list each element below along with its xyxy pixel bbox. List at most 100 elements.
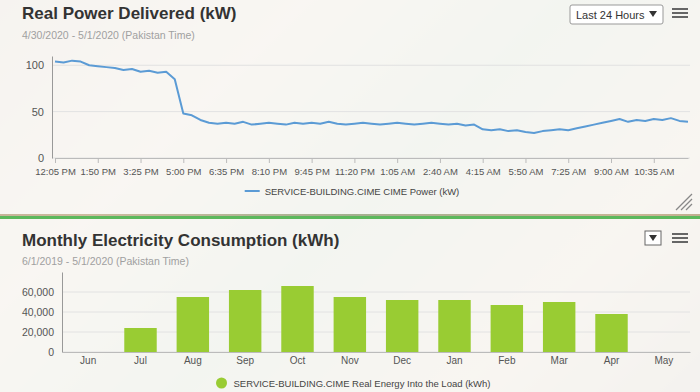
x-tick-label: 11:20 PM [335, 166, 375, 177]
x-axis-line [56, 158, 689, 159]
menu-bar [672, 233, 688, 235]
x-tick: 10:35 AM [634, 158, 674, 177]
range-select-label[interactable]: Last 24 Hours [576, 9, 645, 21]
x-tick-mark [483, 158, 484, 163]
x-tick: May [654, 352, 673, 366]
bar [543, 302, 575, 352]
chart-subtitle: 6/1/2019 - 5/1/2020 (Pakistan Time) [22, 255, 189, 267]
y-axis-line [52, 57, 53, 159]
options-box[interactable] [645, 231, 661, 245]
x-tick: 8:10 PM [252, 158, 287, 177]
y-tick-label: 0 [38, 152, 44, 164]
panel [0, 0, 700, 214]
x-axis: JunJulAugSepOctNovDecJanFebMarAprMay [63, 352, 691, 366]
x-tick-label: 4:15 AM [466, 166, 501, 177]
x-tick-label: 1:50 PM [81, 166, 116, 177]
x-axis-line [63, 352, 691, 353]
x-tick-mark [568, 158, 569, 163]
y-tick-label: 100 [26, 59, 44, 71]
y-tick: 60,000 [22, 286, 62, 298]
plot-area [55, 61, 688, 133]
panel [0, 219, 700, 392]
bar [124, 328, 156, 352]
grid-line [62, 292, 690, 293]
x-tick-label: 2:40 AM [423, 166, 458, 177]
x-tick: 5:50 AM [509, 158, 544, 177]
chart-title: Monthly Electricity Consumption (kWh) [22, 231, 339, 250]
x-tick-mark [525, 158, 526, 163]
x-tick-label: Dec [393, 355, 411, 366]
y-tick: 50 [32, 106, 52, 118]
x-tick-mark [141, 158, 142, 163]
chart-subtitle: 4/30/2020 - 5/1/2020 (Pakistan Time) [22, 29, 195, 41]
menu-button[interactable] [672, 233, 688, 243]
y-tick: 20,000 [22, 326, 62, 338]
x-tick: 12:05 PM [35, 158, 76, 177]
options-arrow[interactable] [649, 235, 657, 241]
x-tick-mark [654, 158, 655, 163]
bar [595, 314, 627, 352]
range-select-box[interactable] [570, 5, 663, 24]
x-tick-mark [98, 158, 99, 163]
y-tick: 0 [48, 346, 62, 358]
x-tick-label: 6:35 PM [209, 166, 244, 177]
x-tick: Jul [134, 352, 147, 366]
legend: SERVICE-BUILDING.CIME Real Energy Into t… [216, 378, 490, 389]
grid-line [52, 65, 690, 66]
x-tick-label: 9:00 AM [594, 166, 629, 177]
x-tick: 4:15 AM [466, 158, 501, 177]
grid-line [52, 158, 690, 159]
menu-bar [672, 241, 688, 243]
x-tick-label: Apr [604, 355, 620, 366]
menu-bar [672, 8, 688, 10]
x-tick-label: 10:35 AM [634, 166, 674, 177]
x-tick-label: Jan [446, 355, 462, 366]
legend-label: SERVICE-BUILDING.CIME Real Energy Into t… [234, 378, 491, 389]
x-tick-mark [354, 158, 355, 163]
x-tick: Jun [80, 352, 96, 366]
x-tick-mark [183, 158, 184, 163]
y-axis: 0 20,000 40,000 60,000 [22, 273, 63, 358]
x-tick: Apr [604, 352, 620, 366]
y-tick: 100 [26, 59, 52, 71]
x-tick-label: 5:50 AM [509, 166, 544, 177]
legend: SERVICE-BUILDING.CIME CIME Power (kW) [245, 186, 460, 197]
x-tick-label: Sep [236, 355, 254, 366]
legend-symbol [216, 378, 227, 389]
y-tick-label: 20,000 [22, 326, 54, 338]
x-tick: Feb [498, 352, 516, 366]
legend-label: SERVICE-BUILDING.CIME CIME Power (kW) [265, 186, 460, 197]
x-tick: 2:40 AM [423, 158, 458, 177]
x-tick-label: 12:05 PM [35, 166, 76, 177]
x-tick: 1:50 PM [81, 158, 116, 177]
x-tick: 11:20 PM [335, 158, 375, 177]
separator [0, 216, 700, 219]
menu-bar [672, 237, 688, 239]
x-tick: Oct [290, 352, 306, 366]
x-tick: 9:45 PM [294, 158, 329, 177]
y-tick: 40,000 [22, 306, 62, 318]
grip-line [676, 194, 692, 210]
x-tick: 6:35 PM [209, 158, 244, 177]
x-tick: 9:00 AM [594, 158, 629, 177]
bar [491, 305, 523, 352]
range-select[interactable]: Last 24 Hours [570, 5, 663, 24]
x-tick-label: Nov [341, 355, 359, 366]
bar [438, 300, 470, 352]
range-select-arrow[interactable] [649, 11, 657, 17]
bar [177, 297, 209, 352]
y-tick: 0 [38, 152, 52, 164]
x-tick-label: 3:25 PM [123, 166, 158, 177]
x-tick: Aug [184, 352, 202, 366]
y-tick-label: 0 [48, 346, 54, 358]
x-tick: 3:25 PM [123, 158, 158, 177]
x-tick-label: 1:05 AM [380, 166, 415, 177]
grip-line [686, 204, 692, 210]
y-tick-label: 50 [32, 106, 44, 118]
x-tick: Sep [236, 352, 254, 366]
menu-button[interactable] [672, 8, 688, 18]
x-tick: 1:05 AM [380, 158, 415, 177]
bar [386, 300, 418, 352]
y-tick-label: 60,000 [22, 286, 54, 298]
options-button[interactable] [645, 231, 661, 245]
